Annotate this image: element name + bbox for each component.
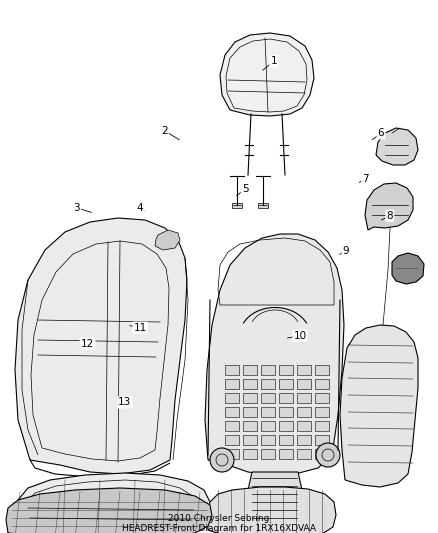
- PathPatch shape: [16, 473, 210, 533]
- Circle shape: [210, 448, 234, 472]
- Bar: [279, 407, 293, 417]
- Bar: [315, 449, 329, 459]
- PathPatch shape: [248, 472, 302, 524]
- Bar: [279, 365, 293, 375]
- PathPatch shape: [365, 183, 413, 230]
- Bar: [297, 407, 311, 417]
- Bar: [261, 449, 275, 459]
- Text: 10: 10: [293, 331, 307, 341]
- Bar: [279, 393, 293, 403]
- Text: 4: 4: [137, 203, 144, 213]
- Bar: [232, 203, 242, 208]
- PathPatch shape: [376, 128, 418, 165]
- Bar: [243, 393, 257, 403]
- Bar: [315, 421, 329, 431]
- PathPatch shape: [15, 218, 187, 474]
- Bar: [279, 449, 293, 459]
- Bar: [243, 435, 257, 445]
- Text: 6: 6: [378, 128, 385, 138]
- Bar: [261, 421, 275, 431]
- Bar: [261, 435, 275, 445]
- Bar: [279, 379, 293, 389]
- PathPatch shape: [155, 230, 180, 250]
- Bar: [297, 365, 311, 375]
- Text: 2010 Chrysler Sebring
HEADREST-Front Diagram for 1RX16XDVAA: 2010 Chrysler Sebring HEADREST-Front Dia…: [122, 514, 316, 533]
- Bar: [297, 393, 311, 403]
- Bar: [225, 393, 239, 403]
- Bar: [243, 379, 257, 389]
- Text: 5: 5: [242, 184, 249, 194]
- Bar: [279, 421, 293, 431]
- Bar: [297, 421, 311, 431]
- Bar: [315, 379, 329, 389]
- Bar: [261, 407, 275, 417]
- Bar: [297, 449, 311, 459]
- Bar: [225, 449, 239, 459]
- PathPatch shape: [205, 234, 344, 475]
- PathPatch shape: [340, 325, 418, 487]
- Bar: [315, 407, 329, 417]
- PathPatch shape: [392, 253, 424, 284]
- PathPatch shape: [207, 487, 336, 533]
- Bar: [225, 435, 239, 445]
- Bar: [297, 379, 311, 389]
- Text: 13: 13: [118, 398, 131, 407]
- Bar: [297, 435, 311, 445]
- Bar: [315, 365, 329, 375]
- Bar: [243, 407, 257, 417]
- Text: 12: 12: [81, 339, 94, 349]
- Bar: [258, 203, 268, 208]
- Text: 7: 7: [362, 174, 369, 183]
- Bar: [261, 393, 275, 403]
- Text: 3: 3: [73, 203, 80, 213]
- Circle shape: [316, 443, 340, 467]
- Bar: [225, 379, 239, 389]
- Bar: [261, 379, 275, 389]
- Text: 9: 9: [343, 246, 350, 255]
- Bar: [225, 365, 239, 375]
- Bar: [261, 365, 275, 375]
- Text: 11: 11: [134, 323, 147, 333]
- Bar: [315, 393, 329, 403]
- Text: 8: 8: [386, 211, 393, 221]
- Bar: [243, 449, 257, 459]
- PathPatch shape: [220, 33, 314, 116]
- Bar: [315, 435, 329, 445]
- Bar: [243, 421, 257, 431]
- Text: 2: 2: [161, 126, 168, 135]
- Bar: [225, 421, 239, 431]
- PathPatch shape: [6, 488, 212, 533]
- Bar: [243, 365, 257, 375]
- Bar: [225, 407, 239, 417]
- Text: 1: 1: [270, 56, 277, 66]
- Bar: [279, 435, 293, 445]
